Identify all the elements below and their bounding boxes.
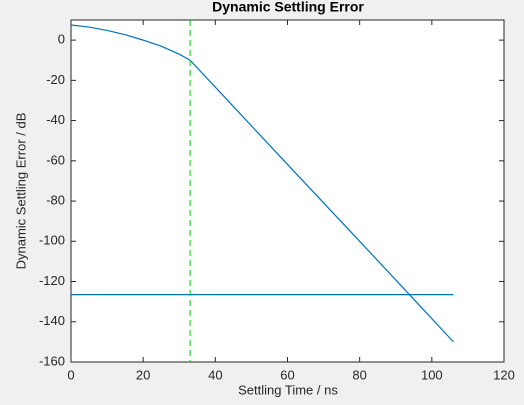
y-axis-label: Dynamic Settling Error / dB	[13, 113, 28, 270]
y-tick-label: 0	[58, 32, 65, 47]
y-tick-label: -60	[46, 152, 65, 167]
y-tick-label: -120	[39, 273, 65, 288]
x-tick-label: 80	[352, 367, 366, 382]
y-tick-label: -160	[39, 353, 65, 368]
y-tick-label: -140	[39, 313, 65, 328]
x-tick-label: 60	[280, 367, 294, 382]
plot-area	[70, 19, 505, 363]
x-tick-label: 0	[67, 367, 74, 382]
y-tick-label: -40	[46, 112, 65, 127]
x-axis-label: Settling Time / ns	[238, 382, 338, 397]
y-tick-label: -80	[46, 192, 65, 207]
chart-title: Dynamic Settling Error	[212, 0, 364, 15]
y-tick-label: -20	[46, 72, 65, 87]
x-tick-label: 20	[136, 367, 150, 382]
x-tick-label: 100	[421, 367, 443, 382]
x-tick-label: 40	[208, 367, 222, 382]
x-tick-label: 120	[493, 367, 515, 382]
y-tick-label: -100	[39, 233, 65, 248]
series-line	[70, 24, 454, 343]
